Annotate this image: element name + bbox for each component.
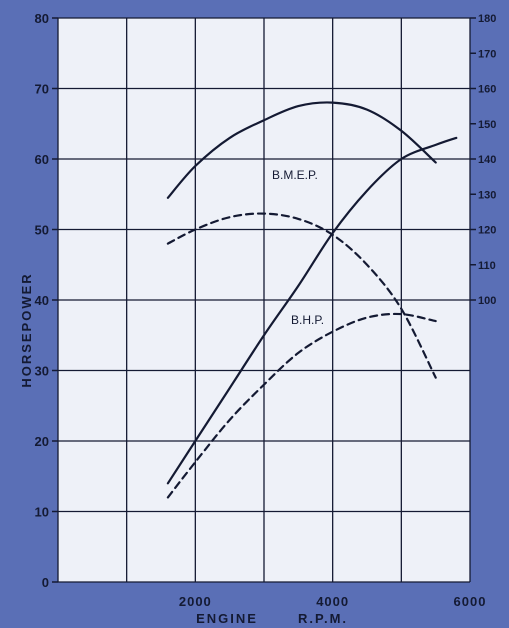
x-tick-label: 4000 — [316, 594, 349, 609]
left-tick-label: 60 — [35, 152, 49, 167]
x-tick-label: 2000 — [179, 594, 212, 609]
right-tick-label: 160 — [478, 84, 496, 96]
x-axis-label-left: ENGINE — [196, 611, 258, 626]
dashed-curve-right-axis — [166, 212, 437, 379]
series-label-bmep: B.M.E.P. — [272, 168, 318, 182]
right-axis-ticks: 100 110 120 130 140 150 160 170 180 — [478, 13, 496, 307]
right-tick-label: 150 — [478, 119, 496, 131]
right-tick-label: 130 — [478, 189, 496, 201]
left-tick-label: 10 — [35, 505, 49, 520]
left-tick-label: 30 — [35, 364, 49, 379]
left-tick-label: 80 — [35, 11, 49, 26]
left-tick-label: 50 — [35, 223, 49, 238]
x-axis-label-right: R.P.M. — [298, 611, 348, 626]
curves — [166, 101, 458, 499]
right-tick-label: 100 — [478, 295, 496, 307]
grid — [52, 17, 476, 583]
right-tick-label: 170 — [478, 48, 496, 60]
left-tick-label: 40 — [35, 293, 49, 308]
left-tick-label: 20 — [35, 434, 49, 449]
right-tick-label: 120 — [478, 225, 496, 237]
left-tick-label: 70 — [35, 82, 49, 97]
right-tick-label: 110 — [478, 260, 496, 272]
x-tick-label: 6000 — [454, 594, 487, 609]
x-axis-ticks: 2000 4000 6000 — [179, 594, 487, 609]
dashed-curve-left-axis — [166, 312, 437, 499]
y-axis-label: HORSEPOWER — [19, 272, 34, 387]
right-tick-label: 180 — [478, 13, 496, 25]
series-label-bhp: B.H.P. — [291, 313, 324, 327]
left-axis-ticks: 0 10 20 30 40 50 60 70 80 — [35, 11, 49, 590]
left-tick-label: 0 — [42, 575, 49, 590]
solid-curve-right-axis — [166, 101, 437, 199]
solid-curve-left-axis — [166, 136, 458, 485]
right-tick-label: 140 — [478, 154, 496, 166]
